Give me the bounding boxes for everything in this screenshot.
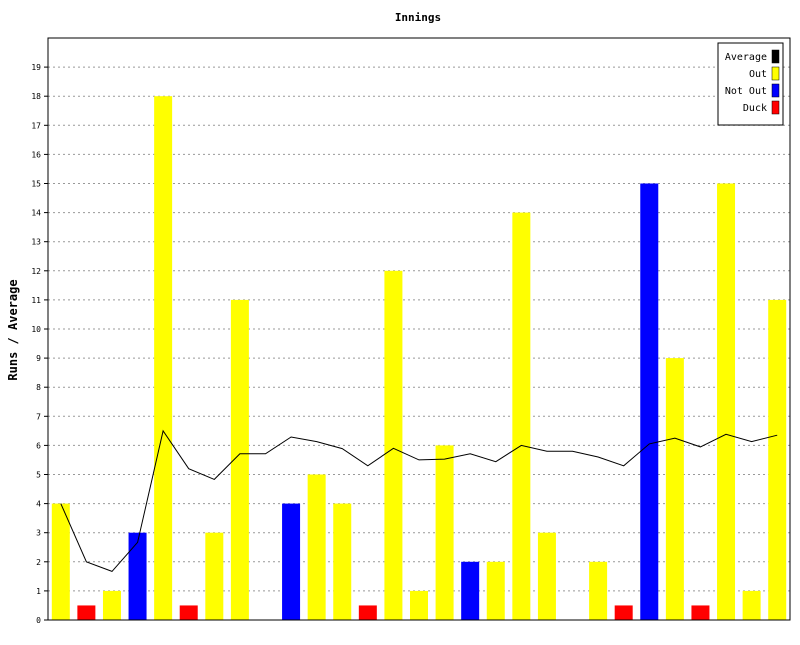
legend-swatch	[771, 49, 780, 64]
chart-title: Innings	[395, 11, 441, 24]
y-tick-label: 17	[31, 121, 41, 130]
bar-not-out	[640, 183, 659, 620]
bar-duck	[358, 605, 377, 620]
y-tick-label: 9	[36, 354, 41, 363]
average-line-layer	[60, 429, 778, 572]
y-tick-label: 4	[36, 500, 41, 509]
bar-out	[102, 590, 121, 620]
y-tick-label: 13	[31, 238, 41, 247]
bar-out	[512, 212, 531, 620]
bar-duck	[179, 605, 198, 620]
bar-out	[230, 299, 249, 620]
bar-out	[589, 561, 608, 620]
bar-out	[537, 532, 556, 620]
y-tick-label: 1	[36, 587, 41, 596]
bar-not-out	[461, 561, 480, 620]
y-tick-label: 12	[31, 267, 41, 276]
y-tick-label: 2	[36, 558, 41, 567]
legend-swatch	[771, 66, 780, 81]
bar-duck	[614, 605, 633, 620]
bar-out	[435, 445, 454, 620]
y-tick-label: 8	[36, 383, 41, 392]
legend-swatch	[771, 100, 780, 115]
bar-out	[154, 96, 173, 620]
y-tick-label: 18	[31, 92, 41, 101]
bar-not-out	[282, 503, 301, 620]
bar-out	[768, 299, 787, 620]
y-tick-label: 6	[36, 441, 41, 450]
bar-not-out	[128, 532, 147, 620]
y-axis-label: Runs / Average	[6, 279, 20, 380]
legend-label: Out	[749, 69, 767, 80]
y-tick-label: 10	[31, 325, 41, 334]
bar-out	[384, 270, 403, 620]
plot-frame	[47, 37, 791, 621]
bars-layer	[51, 96, 787, 620]
y-tick-label: 7	[36, 412, 41, 421]
y-tick-label: 15	[31, 180, 41, 189]
y-tick-label: 0	[36, 616, 41, 625]
bar-out	[333, 503, 352, 620]
legend: Average Out Not Out Duck	[717, 42, 784, 126]
grid-layer	[48, 66, 790, 592]
bar-out	[665, 358, 684, 620]
y-tick-label: 3	[36, 529, 41, 538]
bar-out	[717, 183, 736, 620]
legend-label: Duck	[743, 103, 767, 114]
bar-out	[307, 474, 326, 620]
bar-out	[486, 561, 505, 620]
legend-label: Not Out	[725, 86, 767, 97]
legend-label: Average	[725, 52, 767, 63]
bar-out	[51, 503, 70, 620]
y-tick-label: 19	[31, 63, 41, 72]
bar-duck	[77, 605, 96, 620]
y-tick-label: 16	[31, 150, 41, 159]
legend-swatch	[771, 83, 780, 98]
y-tick-label: 14	[31, 209, 41, 218]
bar-duck	[691, 605, 710, 620]
y-tick-label: 5	[36, 471, 41, 480]
bar-out	[205, 532, 224, 620]
average-line	[60, 429, 778, 572]
bar-out	[742, 590, 761, 620]
y-tick-label: 11	[31, 296, 41, 305]
bar-out	[410, 590, 428, 620]
